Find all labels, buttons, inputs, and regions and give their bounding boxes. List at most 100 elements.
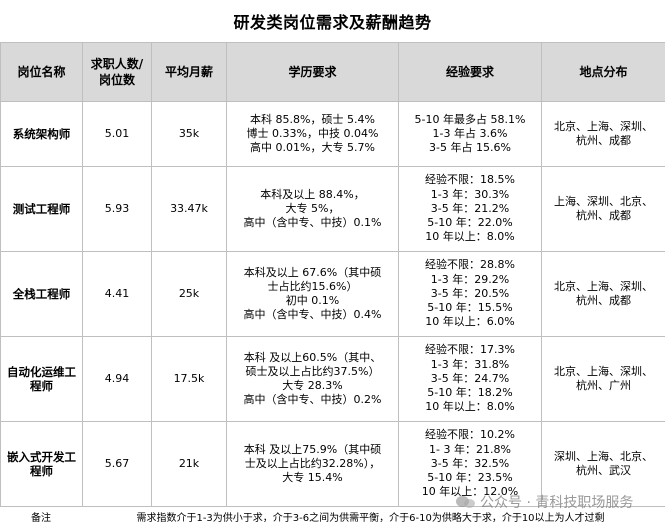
cell-education: 本科及以上 67.6%（其中硕 士占比约15.6%） 初中 0.1% 高中（含中专、中…	[226, 251, 399, 337]
cell-education: 本科 85.8%，硕士 5.4% 博士 0.33%，中技 0.04% 高中 0.01…	[226, 101, 399, 167]
cell-name-line: 程师	[30, 464, 53, 478]
cell-experience-line: 经验不限：10.2%	[425, 428, 515, 442]
cell-location-line: 杭州、成都	[576, 134, 631, 147]
cell-education-line: 大专 28.3%	[282, 379, 343, 392]
cell-education-line: 高中（含中专、中技）0.1%	[243, 216, 382, 230]
cell-location: 深圳、上海、北京、 杭州、武汉	[541, 421, 665, 507]
header-education: 学历要求	[226, 42, 399, 102]
cell-ratio: 4.41	[82, 251, 152, 337]
cell-education-line: 士占比约15.6%）	[267, 279, 358, 293]
cell-location-line: 北京、上海、深圳、	[554, 119, 653, 133]
header-ratio-line1: 求职人数/	[90, 57, 144, 71]
cell-location-line: 北京、上海、深圳、	[554, 364, 653, 378]
cell-ratio: 5.67	[82, 421, 152, 507]
cell-education: 本科 及以上75.9%（其中硕 士及以上占比约32.28%）， 大专 15.4%	[226, 421, 399, 507]
cell-location: 北京、上海、深圳、 杭州、成都	[541, 101, 665, 167]
cell-education-line: 本科 及以上60.5%（其中、	[243, 350, 382, 364]
cell-education-line: 博士 0.33%，中技 0.04%	[246, 126, 379, 140]
cell-experience-line: 5-10 年最多占 58.1%	[414, 112, 526, 126]
header-ratio: 求职人数/ 岗位数	[82, 42, 152, 102]
cell-education-line: 本科 及以上75.9%（其中硕	[243, 442, 382, 456]
cell-education-line: 本科 85.8%，硕士 5.4%	[250, 112, 375, 126]
cell-location: 上海、深圳、北京、 杭州、成都	[541, 166, 665, 252]
cell-experience-line: 1-3 年：30.3%	[430, 187, 510, 201]
cell-experience-line: 5-10 年：23.5%	[427, 471, 513, 485]
cell-experience-line: 3-5 年：24.7%	[430, 371, 510, 385]
cell-education-line: 高中 0.01%，大专 5.7%	[250, 141, 375, 155]
header-salary: 平均月薪	[151, 42, 227, 102]
cell-salary: 35k	[151, 101, 227, 167]
cell-name: 全栈工程师	[0, 251, 83, 337]
cell-experience-line: 5-10 年：15.5%	[427, 301, 513, 315]
cell-name: 嵌入式开发工 程师	[0, 421, 83, 507]
cell-experience-line: 1- 3 年：21.8%	[429, 442, 511, 456]
cell-education-line: 高中（含中专、中技）0.4%	[243, 308, 382, 322]
cell-education-line: 高中（含中专、中技）0.2%	[243, 393, 382, 407]
cell-location-line: 杭州、广州	[576, 379, 631, 392]
cell-education: 本科及以上 88.4%， 大专 5%， 高中（含中专、中技）0.1%	[226, 166, 399, 252]
cell-experience-line: 10 年以上：8.0%	[425, 230, 515, 244]
cell-ratio: 4.94	[82, 336, 152, 422]
cell-location: 北京、上海、深圳、 杭州、成都	[541, 251, 665, 337]
cell-experience-line: 3-5 年：21.2%	[430, 201, 510, 215]
cell-experience-line: 1-3 年占 3.6%	[432, 126, 508, 140]
cell-salary: 17.5k	[151, 336, 227, 422]
table-row: 全栈工程师 4.41 25k 本科及以上 67.6%（其中硕 士占比约15.6%） 初中 …	[0, 251, 665, 337]
cell-name-line: 全栈工程师	[12, 286, 71, 301]
cell-ratio: 5.93	[82, 166, 152, 252]
cell-name-line: 测试工程师	[12, 201, 71, 216]
job-demand-table: 岗位名称 求职人数/ 岗位数 平均月薪 学历要求 经验要求 地点分布 系统架构师…	[0, 42, 665, 507]
cell-experience: 经验不限：18.5% 1-3 年：30.3% 3-5 年：21.2% 5-10 年：2…	[398, 166, 542, 252]
table-row: 自动化运维工 程师 4.94 17.5k 本科 及以上60.5%（其中、 硕士及以上占比约…	[0, 336, 665, 422]
cell-experience-line: 3-5 年：32.5%	[430, 456, 510, 470]
cell-experience: 5-10 年最多占 58.1% 1-3 年占 3.6% 3-5 年占 15.6%	[398, 101, 542, 167]
cell-name-line: 嵌入式开发工	[7, 449, 76, 464]
cell-location: 北京、上海、深圳、 杭州、广州	[541, 336, 665, 422]
cell-salary: 21k	[151, 421, 227, 507]
cell-name: 系统架构师	[0, 101, 83, 167]
cell-ratio: 5.01	[82, 101, 152, 167]
cell-education: 本科 及以上60.5%（其中、 硕士及以上占比约37.5%） 大专 28.3% 高中（…	[226, 336, 399, 422]
cell-name-line: 自动化运维工	[7, 364, 76, 379]
table-row: 系统架构师 5.01 35k 本科 85.8%，硕士 5.4% 博士 0.33%，中技 …	[0, 101, 665, 167]
cell-education-line: 硕士及以上占比约37.5%）	[245, 364, 380, 378]
cell-experience-line: 5-10 年：18.2%	[427, 386, 513, 400]
cell-education-line: 大专 5%，	[285, 201, 340, 215]
cell-experience: 经验不限：10.2% 1- 3 年：21.8% 3-5 年：32.5% 5-10 年：…	[398, 421, 542, 507]
cell-education-line: 本科及以上 88.4%，	[260, 187, 365, 201]
header-row: 岗位名称 求职人数/ 岗位数 平均月薪 学历要求 经验要求 地点分布	[0, 42, 665, 102]
cell-experience: 经验不限：28.8% 1-3 年：29.2% 3-5 年：20.5% 5-10 年：1…	[398, 251, 542, 337]
cell-experience-line: 3-5 年占 15.6%	[429, 141, 511, 155]
cell-experience-line: 10 年以上：8.0%	[425, 400, 515, 414]
cell-name-line: 系统架构师	[12, 126, 71, 141]
table-title: 研发类岗位需求及薪酬趋势	[233, 13, 432, 32]
cell-experience-line: 1-3 年：29.2%	[430, 272, 510, 286]
cell-experience-line: 经验不限：28.8%	[425, 258, 515, 272]
note-label: 备注	[31, 512, 51, 524]
header-location: 地点分布	[541, 42, 665, 102]
cell-education-line: 大专 15.4%	[282, 471, 343, 485]
cell-experience-line: 10 年以上：6.0%	[425, 315, 515, 329]
header-name: 岗位名称	[0, 42, 83, 102]
cell-experience-line: 5-10 年：22.0%	[427, 216, 513, 230]
cell-education-line: 士及以上占比约32.28%），	[244, 456, 381, 470]
cell-location-line: 杭州、成都	[576, 209, 631, 222]
cell-experience-line: 10 年以上：12.0%	[421, 485, 519, 499]
cell-education-line: 初中 0.1%	[285, 294, 340, 307]
cell-location-line: 上海、深圳、北京、	[554, 194, 653, 208]
cell-salary: 25k	[151, 251, 227, 337]
cell-name: 测试工程师	[0, 166, 83, 252]
note-text: 需求指数介于1-3为供小于求，介于3-6之间为供需平衡，介于6-10为供略大于求…	[136, 512, 605, 524]
header-experience: 经验要求	[398, 42, 542, 102]
cell-location-line: 深圳、上海、北京、	[554, 449, 653, 463]
table-row: 嵌入式开发工 程师 5.67 21k 本科 及以上75.9%（其中硕 士及以上占比约32.…	[0, 421, 665, 507]
cell-salary: 33.47k	[151, 166, 227, 252]
header-ratio-line2: 岗位数	[98, 73, 135, 87]
cell-location-line: 杭州、成都	[576, 294, 631, 307]
cell-location-line: 北京、上海、深圳、	[554, 279, 653, 293]
cell-experience-line: 经验不限：18.5%	[425, 173, 515, 187]
cell-name-line: 程师	[30, 379, 53, 393]
note-row: 备注 需求指数介于1-3为供小于求，介于3-6之间为供需平衡，介于6-10为供略…	[0, 504, 665, 528]
cell-experience-line: 经验不限：17.3%	[425, 343, 515, 357]
